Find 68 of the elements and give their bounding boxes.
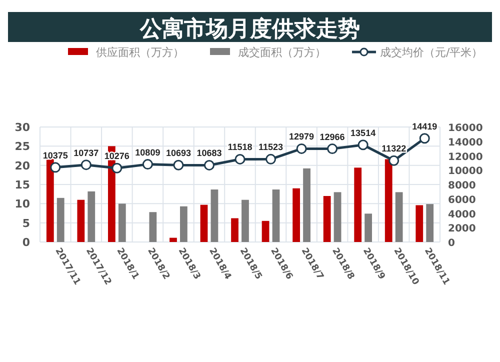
y2-tick-label: 12000	[448, 152, 483, 163]
legend-label: 供应面积（万方）	[96, 46, 184, 59]
data-label: 11322	[382, 144, 406, 154]
point	[80, 160, 92, 170]
y-tick-label: 25	[14, 140, 30, 154]
bar	[118, 204, 126, 242]
point	[50, 162, 61, 173]
data-label: 14419	[412, 121, 438, 132]
point	[204, 160, 214, 170]
point	[419, 133, 430, 144]
y-tick-label: 10	[14, 198, 30, 211]
bar	[384, 159, 392, 242]
point	[388, 155, 400, 166]
bar	[354, 168, 362, 242]
point	[234, 154, 246, 164]
bar	[395, 192, 403, 242]
bar	[242, 200, 249, 242]
point	[142, 159, 153, 170]
data-label: 10737	[74, 148, 99, 158]
data-label: 13514	[350, 128, 376, 138]
point	[112, 162, 122, 174]
point	[173, 160, 184, 170]
y2-tick-label: 10000	[448, 166, 483, 178]
data-label: 12966	[320, 132, 345, 142]
data-label: 10683	[196, 148, 222, 158]
bar	[231, 218, 238, 242]
bar	[200, 204, 208, 242]
y2-tick-label: 14000	[448, 137, 483, 148]
y2-tick-label: 16000	[448, 123, 483, 134]
bar	[170, 238, 177, 242]
y-tick-label: 5	[22, 216, 30, 230]
legend-label: 成交面积（万方）	[238, 46, 326, 59]
y-tick-label: 15	[14, 178, 30, 192]
y2-tick-label: 8000	[448, 180, 476, 192]
chart-title: 公寓市场月度供求走势	[139, 16, 360, 42]
y2-tick-label: 2000	[448, 224, 476, 235]
bar	[262, 220, 270, 242]
data-label: 12979	[289, 132, 314, 142]
point	[266, 154, 276, 164]
bar	[334, 192, 342, 242]
bar	[180, 206, 188, 242]
data-label: 10375	[42, 150, 68, 160]
bar	[416, 205, 424, 242]
point	[358, 140, 368, 150]
y2-tick-label: 0	[448, 238, 455, 249]
bar	[292, 188, 300, 242]
data-label: 11523	[258, 142, 284, 152]
bar	[323, 196, 331, 242]
bar	[56, 198, 64, 242]
data-label: 11518	[228, 142, 252, 152]
bar	[426, 204, 434, 242]
point	[296, 143, 307, 154]
bar	[303, 168, 310, 242]
y-tick-label: 30	[14, 121, 30, 134]
y-tick-label: 0	[22, 236, 30, 249]
bar	[149, 212, 157, 242]
bar	[364, 214, 372, 242]
data-label: 10809	[135, 147, 160, 158]
point	[327, 144, 338, 154]
y2-tick-label: 4000	[448, 209, 476, 220]
legend-label: 成交均价（元/平米）	[380, 46, 483, 59]
bar	[88, 191, 96, 242]
y2-tick-label: 6000	[448, 194, 476, 206]
bar	[210, 189, 218, 242]
bar	[77, 200, 85, 242]
bar	[272, 189, 280, 242]
y-tick-label: 20	[14, 159, 30, 172]
data-label: 10693	[166, 148, 191, 158]
